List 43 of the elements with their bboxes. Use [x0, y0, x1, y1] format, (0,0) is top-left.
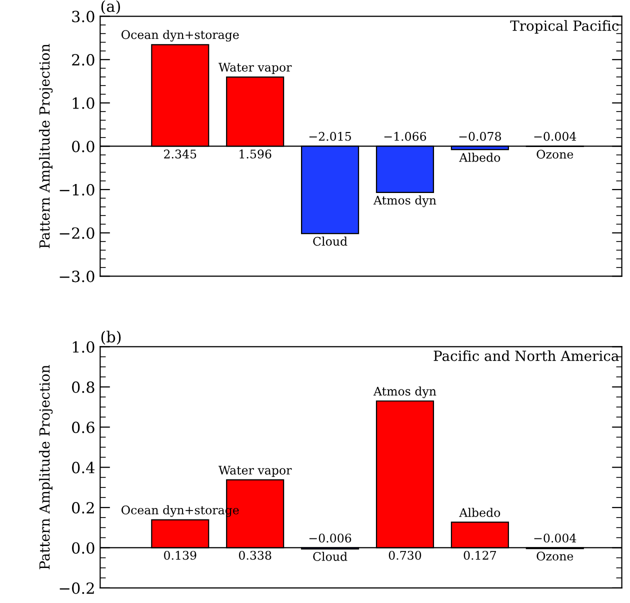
data-label: 2.345 — [164, 150, 196, 158]
y-tick-label: 3.0 — [72, 10, 94, 22]
y-tick-label: 0.6 — [72, 422, 94, 434]
y-axis-title: Pattern Amplitude Projection — [39, 44, 53, 248]
y-tick-label: 0.0 — [72, 542, 94, 554]
x-tick-label: Cloud — [313, 236, 348, 246]
data-label: 1.596 — [240, 150, 272, 158]
data-label: −2.015 — [309, 132, 351, 141]
x-tick-label: Albedo — [459, 508, 500, 518]
data-label: −1.066 — [384, 132, 426, 141]
y-tick-label: −1.0 — [60, 184, 94, 196]
data-label: 0.338 — [238, 550, 272, 560]
data-label: 0.139 — [164, 550, 196, 560]
y-tick-label: 0.0 — [72, 140, 94, 152]
data-label: −0.006 — [309, 534, 352, 543]
x-tick-label: Water vapor — [218, 62, 292, 74]
x-tick-label: Water vapor — [218, 466, 292, 477]
data-label: −0.004 — [534, 534, 576, 543]
data-label: 0.127 — [464, 550, 496, 560]
y-tick-label: 1.0 — [72, 341, 94, 353]
chart-title: Pacific and North America — [434, 350, 619, 362]
x-tick-label: Cloud — [313, 552, 348, 561]
y-tick-label: −0.2 — [60, 582, 94, 594]
x-tick-label: Ozone — [536, 150, 574, 159]
y-tick-label: 2.0 — [72, 54, 94, 66]
y-tick-label: 0.4 — [72, 462, 95, 474]
y-tick-label: 0.2 — [72, 502, 94, 514]
x-tick-label: Ocean dyn+storage — [122, 30, 239, 42]
y-tick-label: −2.0 — [60, 227, 94, 239]
chart-title: Tropical Pacific — [510, 20, 619, 34]
x-tick-label: Atmos dyn — [373, 196, 436, 208]
y-tick-label: 1.0 — [72, 97, 94, 109]
y-tick-label: −3.0 — [60, 270, 94, 282]
data-label: −0.004 — [534, 132, 576, 141]
x-tick-label: Albedo — [459, 152, 500, 162]
x-tick-label: Ozone — [536, 552, 574, 561]
text: (b) — [101, 330, 121, 345]
text: (a) — [101, 0, 120, 14]
y-axis-title: Pattern Amplitude Projection — [39, 365, 53, 570]
data-label: 0.730 — [388, 550, 422, 560]
x-tick-label: Atmos dyn — [373, 386, 436, 398]
y-tick-label: 0.8 — [72, 381, 94, 393]
data-label: −0.078 — [459, 132, 501, 141]
